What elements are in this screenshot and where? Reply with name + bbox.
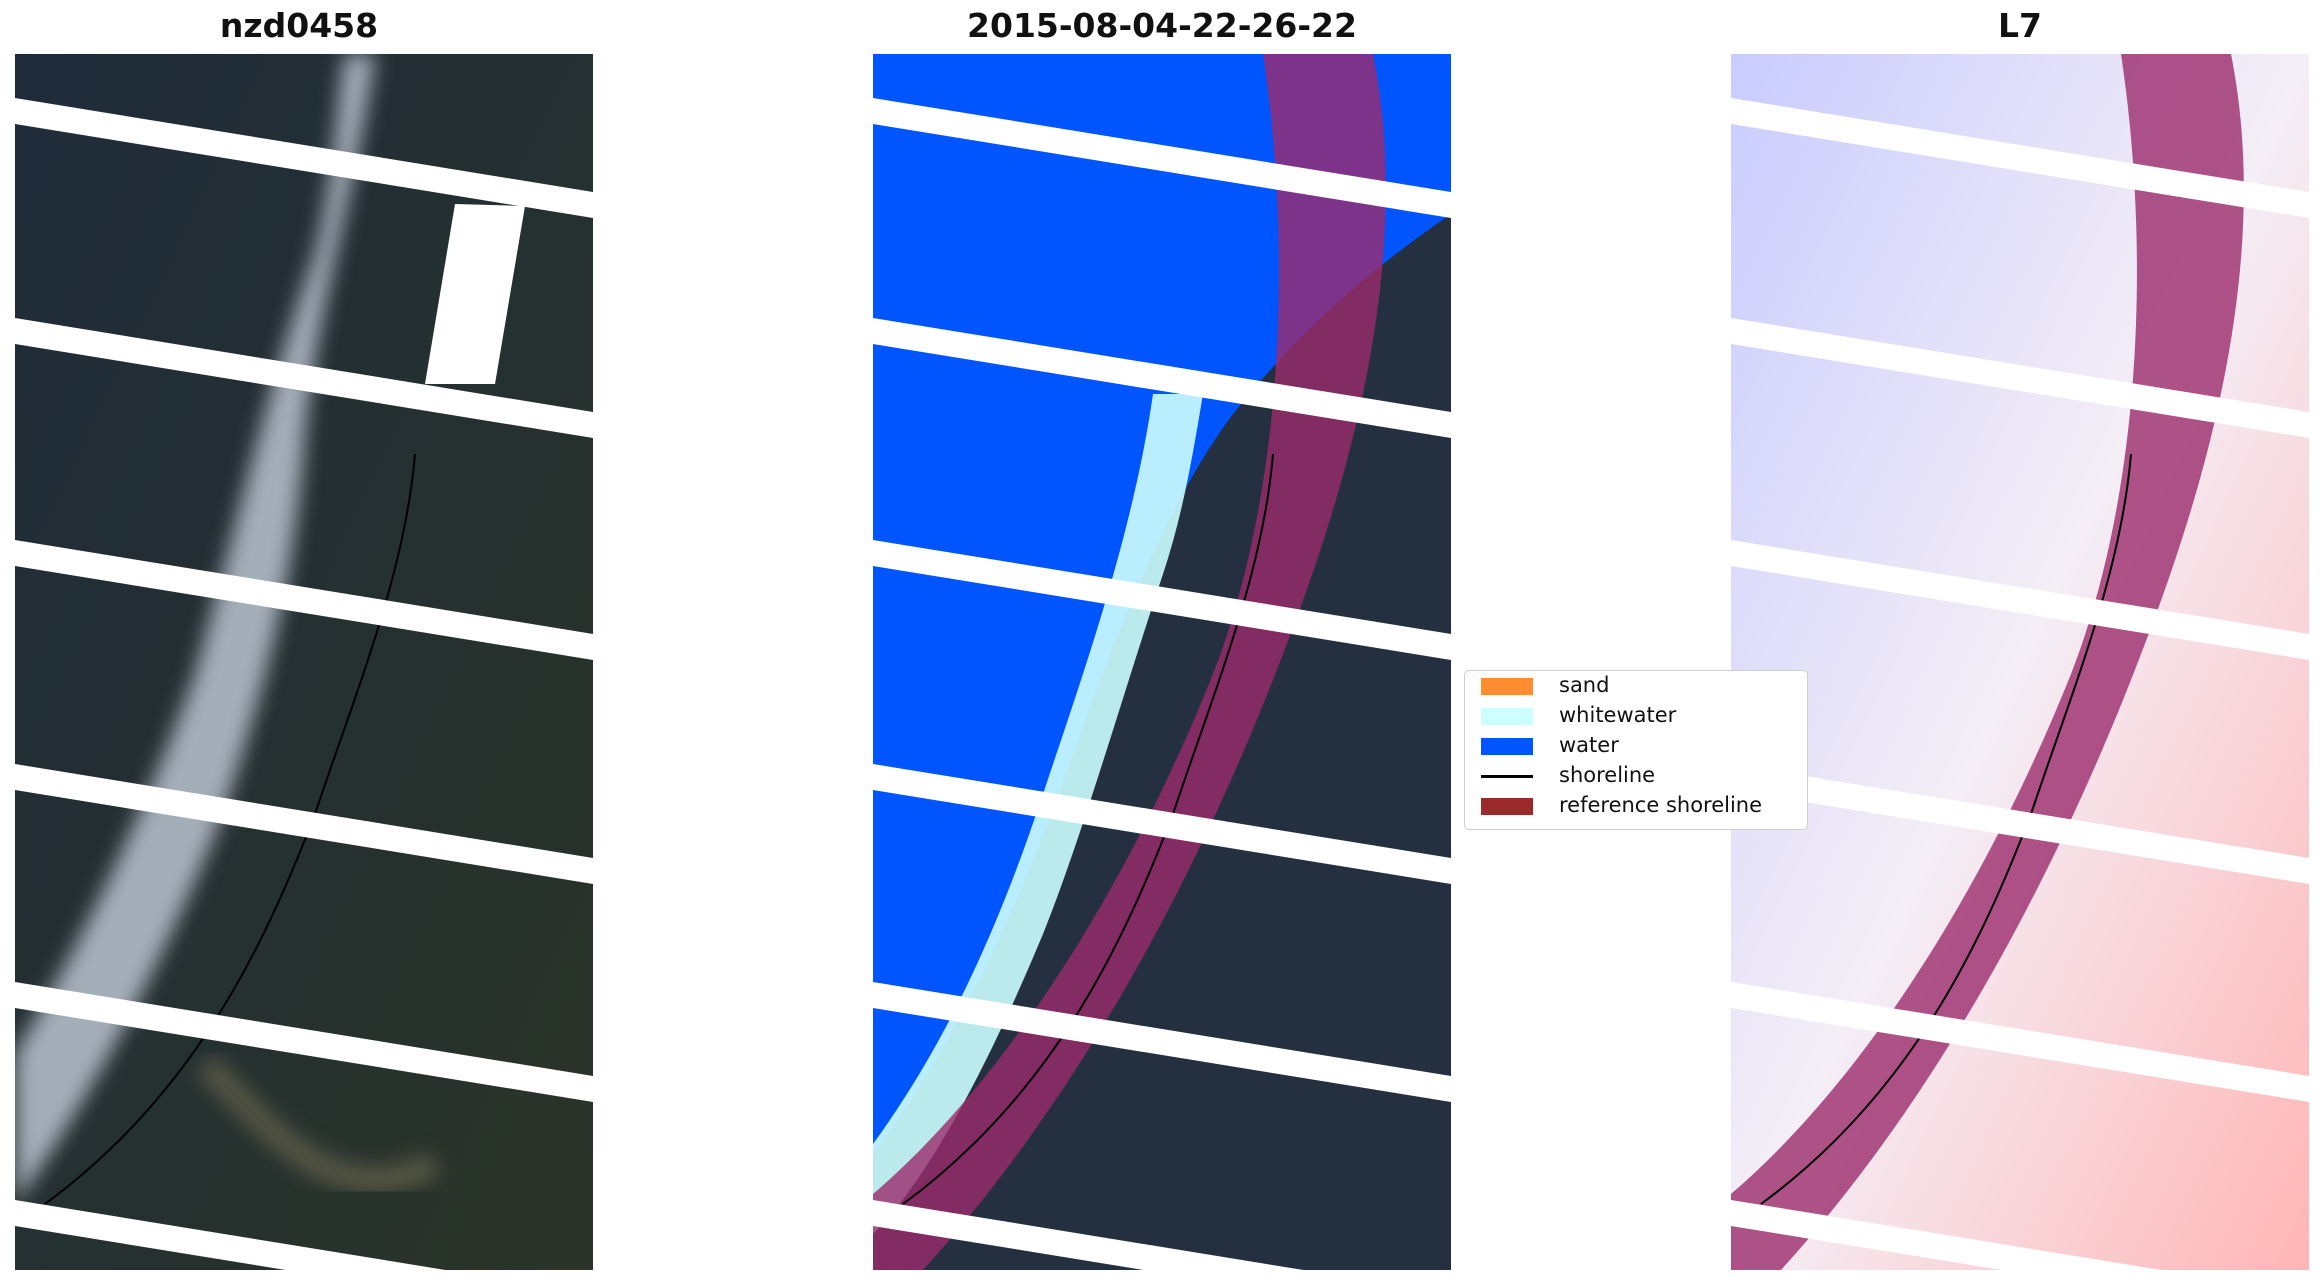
legend-item-shoreline: shoreline (1465, 761, 1807, 791)
legend-item-sand: sand (1465, 671, 1807, 701)
legend-swatch-reference-shoreline (1481, 798, 1533, 815)
legend-label-whitewater: whitewater (1559, 703, 1677, 727)
legend-item-water: water (1465, 731, 1807, 761)
index-image (1731, 54, 2309, 1270)
legend-swatch-sand (1481, 678, 1533, 695)
legend-label-water: water (1559, 733, 1619, 757)
legend-swatch-whitewater (1481, 708, 1533, 725)
legend: sand whitewater water shoreline referenc… (1464, 670, 1808, 830)
index-image-panel (1731, 54, 2309, 1270)
legend-line-shoreline (1481, 775, 1533, 778)
legend-swatch-water (1481, 738, 1533, 755)
legend-label-sand: sand (1559, 673, 1610, 697)
panel-title-classified: 2015-08-04-22-26-22 (967, 6, 1357, 45)
rgb-image-panel (15, 54, 593, 1270)
panel-title-rgb: nzd0458 (219, 6, 379, 45)
panel-title-index: L7 (1998, 6, 2042, 45)
legend-label-reference-shoreline: reference shoreline (1559, 793, 1763, 817)
legend-label-shoreline: shoreline (1559, 763, 1656, 787)
rgb-image (15, 54, 593, 1270)
legend-item-whitewater: whitewater (1465, 701, 1807, 731)
legend-item-reference-shoreline: reference shoreline (1465, 791, 1807, 821)
classified-image (873, 54, 1451, 1270)
classified-image-panel (873, 54, 1451, 1270)
